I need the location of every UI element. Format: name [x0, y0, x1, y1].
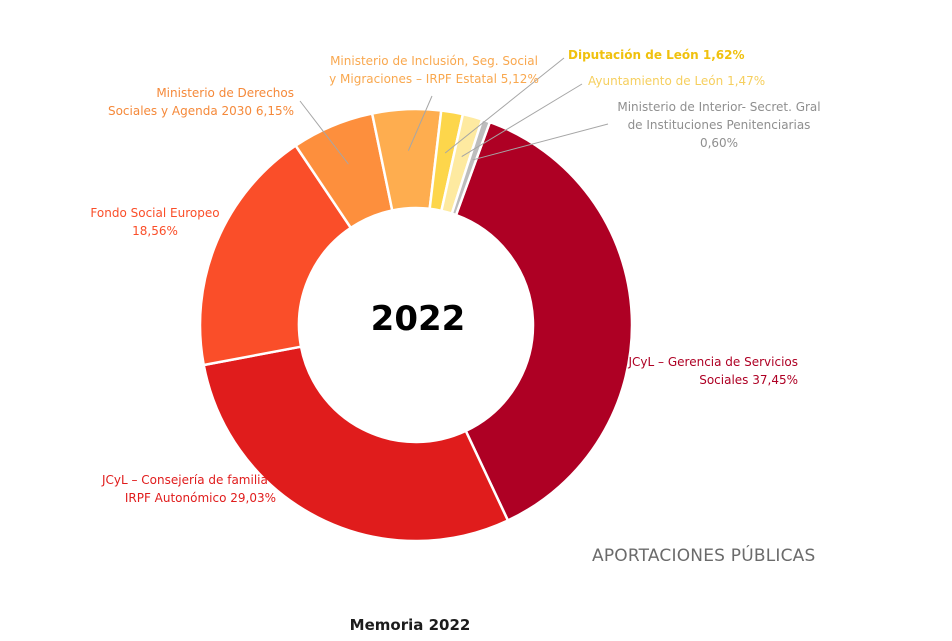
slice-label-line: Ministerio de Interior- Secret. Gral — [617, 100, 821, 114]
slice-label-consejeria: JCyL – Consejería de familia - IRPF Auton… — [56, 471, 276, 507]
slice-label-line: JCyL – Gerencia de Servicios — [628, 355, 798, 369]
donut-slice-consejeria — [202, 345, 510, 543]
slice-label-line: Sociales y Agenda 2030 6,15% — [107, 104, 294, 118]
leader-line-inclusion — [407, 95, 433, 151]
slice-label-line: de Instituciones Penitenciarias — [627, 118, 811, 132]
slice-label-line: Diputación de León 1,62% — [568, 48, 745, 62]
leader-line-derechos — [299, 100, 349, 165]
slice-label-ayuntamiento: Ayuntamiento de León 1,47% — [588, 72, 778, 90]
slice-label-line: 18,56% — [132, 224, 178, 238]
slice-label-line: Ministerio de Inclusión, Seg. Social — [330, 54, 538, 68]
leader-line-ayuntamiento — [461, 83, 583, 158]
slice-label-line: Ayuntamiento de León 1,47% — [588, 74, 766, 88]
leader-line-diputacion — [444, 57, 565, 154]
slice-label-line: 0,60% — [699, 136, 739, 150]
caption: Memoria 2022 — [349, 616, 471, 634]
slice-label-derechos: Ministerio de Derechos Sociales y Agenda … — [98, 84, 294, 120]
slice-label-gerencia: JCyL – Gerencia de Servicios Sociales 37,… — [598, 353, 798, 389]
slice-label-interior: Ministerio de Interior- Secret. Gral de I… — [600, 98, 838, 152]
slice-label-line: IRPF Autonómico 29,03% — [124, 491, 276, 505]
slice-label-diputacion: Diputación de León 1,62% — [568, 46, 758, 64]
slice-label-line: Ministerio de Derechos — [156, 86, 294, 100]
slice-label-line: JCyL – Consejería de familia - — [101, 473, 276, 487]
slice-label-line: Fondo Social Europeo — [90, 206, 220, 220]
leader-line-interior — [472, 123, 609, 161]
donut-slice-fse — [198, 143, 353, 367]
donut-slice-gerencia — [454, 120, 634, 523]
slice-label-line: Sociales 37,45% — [699, 373, 798, 387]
donut-slice-interior — [450, 117, 492, 217]
center-year-label: 2022 — [370, 299, 466, 339]
slice-label-fse: Fondo Social Europeo 18,56% — [74, 204, 236, 240]
slice-label-line: y Migraciones – IRPF Estatal 5,12% — [329, 72, 539, 86]
slice-label-inclusion: Ministerio de Inclusión, Seg. Social y Mi… — [316, 52, 552, 88]
chart-title: APORTACIONES PÚBLICAS — [592, 546, 816, 566]
